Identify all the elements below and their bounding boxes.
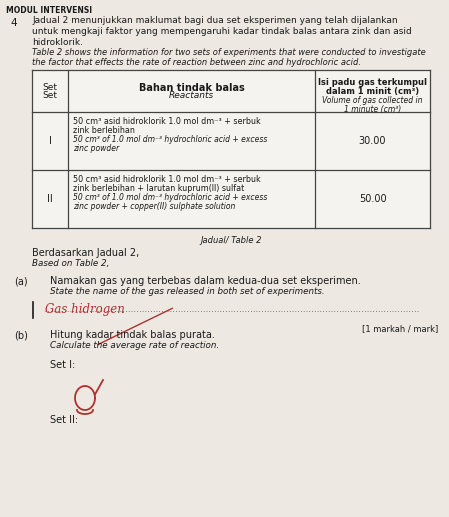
- Text: Set I:: Set I:: [50, 360, 75, 370]
- Text: 50 cm³ of 1.0 mol dm⁻³ hydrochloric acid + excess: 50 cm³ of 1.0 mol dm⁻³ hydrochloric acid…: [73, 193, 267, 202]
- Text: 50 cm³ of 1.0 mol dm⁻³ hydrochloric acid + excess: 50 cm³ of 1.0 mol dm⁻³ hydrochloric acid…: [73, 135, 267, 144]
- Text: Table 2 shows the information for two sets of experiments that were conducted to: Table 2 shows the information for two se…: [32, 48, 426, 57]
- Text: Reactants: Reactants: [169, 92, 214, 100]
- Text: Volume of gas collected in: Volume of gas collected in: [322, 96, 423, 105]
- Text: [1 markah / mark]: [1 markah / mark]: [362, 324, 438, 333]
- Text: Set II:: Set II:: [50, 415, 78, 425]
- Text: Gas hidrogen: Gas hidrogen: [45, 302, 125, 315]
- Text: I: I: [48, 136, 52, 146]
- Bar: [32, 70, 430, 228]
- Text: zinc powder: zinc powder: [73, 144, 119, 153]
- Text: 4: 4: [10, 18, 17, 28]
- Text: Hitung kadar tindak balas purata.: Hitung kadar tindak balas purata.: [50, 330, 215, 340]
- Text: Jadual 2 menunjukkan maklumat bagi dua set eksperimen yang telah dijalankan: Jadual 2 menunjukkan maklumat bagi dua s…: [32, 16, 398, 25]
- Text: hidroklorik.: hidroklorik.: [32, 38, 83, 47]
- Text: Isi padu gas terkumpul: Isi padu gas terkumpul: [318, 78, 427, 87]
- Text: Set: Set: [43, 84, 57, 93]
- Text: 30.00: 30.00: [359, 136, 386, 146]
- Text: Jadual/ Table 2: Jadual/ Table 2: [200, 236, 262, 245]
- Text: 50 cm³ asid hidroklorik 1.0 mol dm⁻³ + serbuk: 50 cm³ asid hidroklorik 1.0 mol dm⁻³ + s…: [73, 117, 261, 126]
- Text: Berdasarkan Jadual 2,: Berdasarkan Jadual 2,: [32, 248, 139, 258]
- Text: zink berlebihan: zink berlebihan: [73, 126, 135, 135]
- Text: 50.00: 50.00: [359, 194, 386, 204]
- Text: the factor that effects the rate of reaction between zinc and hydrochloric acid.: the factor that effects the rate of reac…: [32, 58, 361, 67]
- Text: MODUL INTERVENSI: MODUL INTERVENSI: [6, 6, 92, 15]
- Text: (a): (a): [14, 276, 28, 286]
- Text: 50 cm³ asid hidroklorik 1.0 mol dm⁻³ + serbuk: 50 cm³ asid hidroklorik 1.0 mol dm⁻³ + s…: [73, 175, 261, 184]
- Text: dalam 1 minit (cm³): dalam 1 minit (cm³): [326, 87, 419, 96]
- Text: 1 minute (cm³): 1 minute (cm³): [344, 105, 401, 114]
- Text: Bahan tindak balas: Bahan tindak balas: [139, 83, 244, 93]
- Text: zink berlebihan + larutan kuprum(II) sulfat: zink berlebihan + larutan kuprum(II) sul…: [73, 184, 244, 193]
- Text: zinc powder + copper(II) sulphate solution: zinc powder + copper(II) sulphate soluti…: [73, 202, 235, 211]
- Text: II: II: [47, 194, 53, 204]
- Text: (b): (b): [14, 330, 28, 340]
- Text: State the name of the gas released in both set of experiments.: State the name of the gas released in bo…: [50, 287, 325, 296]
- Text: Calculate the average rate of reaction.: Calculate the average rate of reaction.: [50, 341, 219, 350]
- Text: untuk mengkaji faktor yang mempengaruhi kadar tindak balas antara zink dan asid: untuk mengkaji faktor yang mempengaruhi …: [32, 27, 412, 36]
- Text: Based on Table 2,: Based on Table 2,: [32, 259, 110, 268]
- Text: Set: Set: [43, 90, 57, 99]
- Text: Namakan gas yang terbebas dalam kedua-dua set eksperimen.: Namakan gas yang terbebas dalam kedua-du…: [50, 276, 361, 286]
